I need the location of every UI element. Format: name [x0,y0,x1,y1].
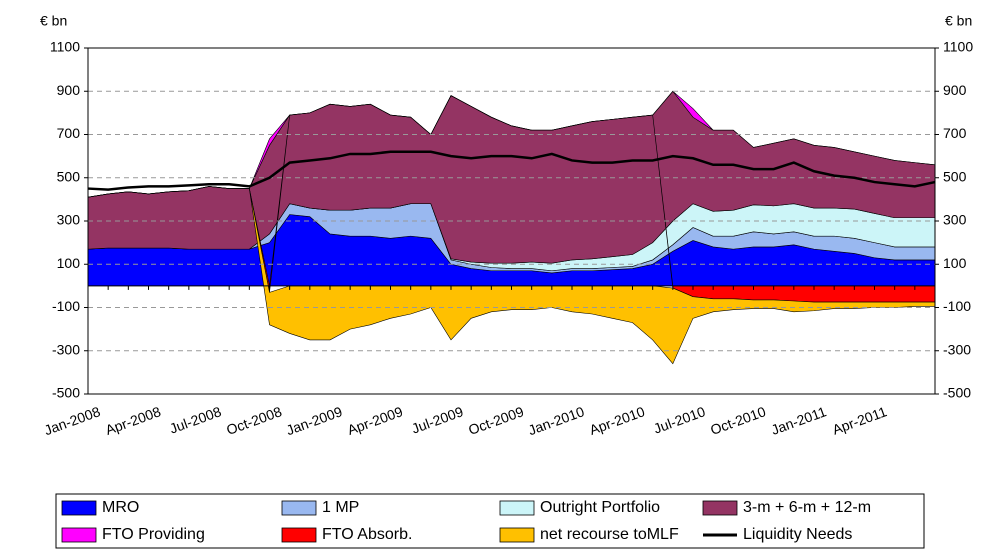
x-tick-label: Apr-2008 [103,403,163,438]
y2-axis-unit: € bn [945,13,972,29]
legend-swatch [499,500,535,516]
y-tick-label: 700 [57,125,81,141]
legend-label: Liquidity Needs [743,526,852,543]
y2-tick-label: 100 [943,255,967,271]
x-tick-label: Apr-2011 [830,403,889,437]
y-tick-label: -300 [52,341,80,357]
y2-tick-label: 700 [943,125,967,141]
y-axis-unit: € bn [40,13,67,29]
legend-swatch [702,500,738,516]
x-tick-label: Apr-2010 [587,403,647,438]
y-tick-label: 100 [57,255,81,271]
y-tick-label: 1100 [50,39,80,55]
legend-label: Outright Portfolio [540,499,660,516]
x-tick-label: Jan-2009 [284,403,345,438]
legend-swatch [61,527,97,543]
y2-tick-label: -300 [943,341,971,357]
legend-label: net recourse toMLF [540,526,679,543]
y2-tick-label: 900 [943,82,967,98]
x-tick-label: Jan-2008 [42,403,103,438]
legend-label: MRO [102,499,139,516]
x-tick-label: Apr-2009 [345,403,405,438]
legend-swatch [499,527,535,543]
legend-label: 3-m + 6-m + 12-m [743,499,871,516]
x-tick-label: Jul-2009 [409,403,465,436]
legend-swatch [281,500,317,516]
legend-label: FTO Absorb. [322,526,412,543]
legend-label: 1 MP [322,499,359,516]
x-tick-label: Jan-2010 [526,403,587,438]
x-tick-label: Jan-2011 [769,403,829,438]
y2-tick-label: -500 [943,385,971,401]
y-tick-label: -100 [52,298,80,314]
legend-swatch [281,527,317,543]
x-tick-label: Oct-2008 [224,403,284,438]
line [87,150,936,191]
legend-label: FTO Providing [102,526,205,543]
y-tick-label: 300 [57,212,81,228]
plot-frame [87,47,936,395]
y2-tick-label: -100 [943,298,971,314]
y-tick-label: 900 [57,82,81,98]
y-tick-label: 500 [57,168,81,184]
y2-tick-label: 1100 [943,39,973,55]
x-tick-label: Oct-2009 [466,403,526,438]
x-tick-label: Jul-2008 [167,403,223,436]
y2-tick-label: 500 [943,168,967,184]
y-tick-label: -500 [52,385,80,401]
x-tick-label: Jul-2010 [651,403,707,436]
legend-box [55,493,925,549]
legend-swatch [61,500,97,516]
y2-tick-label: 300 [943,212,967,228]
x-tick-label: Oct-2010 [708,403,768,438]
